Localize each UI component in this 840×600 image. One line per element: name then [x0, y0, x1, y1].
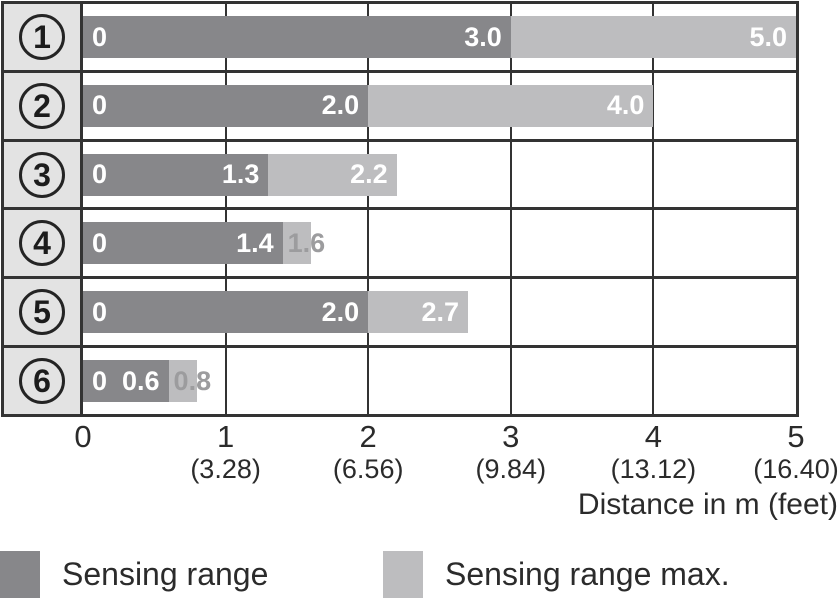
x-tick: 1 (3.28): [190, 419, 261, 485]
sensing-range-value: 3.0: [464, 21, 502, 52]
x-tick-meters: 1: [216, 419, 235, 454]
chart-row: 5 0 2.0 2.7: [4, 279, 796, 349]
chart-row: 3 0 1.3 2.2: [4, 141, 796, 211]
row-plot: 0 2.0 2.7: [83, 279, 796, 346]
gridline: [509, 279, 512, 346]
row-plot: 0 2.0 4.0: [83, 72, 796, 139]
bar-start-label: 0: [92, 90, 108, 121]
bar-start-label: 0: [92, 21, 108, 52]
sensing-range-bar: 0 1.3: [83, 153, 269, 196]
x-tick: 3 (9.84): [475, 419, 547, 485]
row-number-circle: 1: [19, 13, 65, 60]
bar-start-label: 0: [92, 296, 108, 327]
sensing-range-bar: 0 3.0: [83, 16, 511, 58]
legend-label-sensing-range-max: Sensing range max.: [445, 556, 730, 592]
gridline: [652, 141, 655, 208]
sensing-range-max-value: 2.2: [350, 159, 388, 190]
x-tick: 0: [74, 420, 91, 454]
legend-item-sensing-range-max: Sensing range max.: [383, 551, 730, 598]
sensing-range-value: 2.0: [321, 90, 360, 121]
sensing-range-max-value: 2.7: [421, 296, 459, 327]
row-label-cell: 2: [4, 72, 83, 139]
sensing-range-bar: 0 1.4: [83, 222, 283, 265]
row-number-circle: 5: [19, 289, 65, 336]
sensing-range-bar: 0 2.0: [83, 291, 369, 334]
sensing-range-max-value: 1.6: [287, 227, 326, 258]
gridline: [509, 348, 512, 414]
row-label-cell: 1: [4, 4, 83, 70]
row-label-cell: 4: [4, 210, 83, 277]
x-tick: 4 (13.12): [610, 419, 697, 485]
legend: Sensing range Sensing range max.: [0, 551, 840, 600]
chart-row: 1 0 3.0 5.0: [4, 4, 796, 73]
row-number-circle: 6: [19, 358, 65, 405]
sensing-range-value: 2.0: [321, 296, 360, 327]
x-tick: 2 (6.56): [332, 419, 404, 485]
x-tick-feet: (6.56): [332, 454, 404, 484]
x-tick-meters: 5: [787, 419, 805, 454]
x-tick-meters: 2: [359, 419, 377, 454]
row-plot: 0 0.6 0.8: [83, 348, 796, 414]
sensing-range-max-value: 0.8: [173, 365, 212, 396]
sensing-range-max-bar: 4.0: [368, 84, 654, 127]
gridline: [652, 72, 655, 139]
gridline: [652, 348, 655, 414]
x-axis-title: Distance in m (feet): [577, 488, 838, 521]
gridline: [367, 210, 370, 277]
bar-start-label: 0: [92, 365, 108, 396]
sensing-range-max-bar: 0.8: [168, 360, 211, 403]
bar-start-label: 0: [92, 227, 108, 258]
sensing-range-swatch: [0, 551, 40, 598]
x-tick-feet: (3.28): [190, 454, 261, 484]
row-label-cell: 3: [4, 141, 83, 208]
sensing-range-max-bar: 5.0: [510, 16, 796, 58]
gridline: [509, 210, 512, 277]
chart-row: 4 0 1.4 1.6: [4, 210, 796, 280]
chart-plot-area: 1 0 3.0 5.0 2 0 2.0 4.0 3 0 1.3 2.2 4 0 1.4 1.6 5 0 2.0 2.7…: [1, 1, 799, 417]
legend-label-sensing-range: Sensing range: [62, 556, 269, 592]
sensing-range-value: 0.6: [122, 365, 160, 396]
sensing-range-max-bar: 2.7: [368, 291, 468, 334]
sensing-range-max-value: 5.0: [749, 21, 787, 52]
gridline: [367, 348, 370, 414]
sensing-range-max-bar: 2.2: [268, 153, 397, 196]
chart-row: 6 0 0.6 0.8: [4, 348, 796, 414]
row-plot: 0 3.0 5.0: [83, 4, 796, 70]
gridline: [652, 279, 655, 346]
sensing-range-max-bar: 1.6: [282, 222, 325, 265]
row-plot: 0 1.4 1.6: [83, 210, 796, 277]
row-number-circle: 4: [19, 220, 65, 267]
row-plot: 0 1.3 2.2: [83, 141, 796, 208]
sensing-range-max-swatch: [383, 551, 423, 598]
gridline: [224, 348, 227, 414]
sensing-range-bar: 0 0.6: [83, 360, 169, 403]
x-tick-meters: 4: [644, 419, 663, 454]
x-tick-meters: 3: [502, 419, 520, 454]
x-tick: 5 (16.40): [753, 419, 839, 485]
x-axis: 0 1 (3.28) 2 (6.56) 3 (9.84) 4 (13.12) 5 (16.40): [1, 419, 838, 490]
chart-row: 2 0 2.0 4.0: [4, 72, 796, 142]
legend-item-sensing-range: Sensing range: [0, 551, 268, 598]
sensing-range-max-value: 4.0: [606, 90, 645, 121]
x-tick-feet: (13.12): [610, 454, 697, 484]
row-number-circle: 3: [19, 151, 65, 198]
x-tick-meters: 0: [74, 419, 92, 454]
gridline: [652, 210, 655, 277]
row-label-cell: 5: [4, 279, 83, 346]
gridline: [509, 141, 512, 208]
x-tick-feet: (16.40): [753, 454, 839, 484]
sensing-range-value: 1.3: [221, 159, 260, 190]
bar-start-label: 0: [92, 159, 108, 190]
sensing-range-value: 1.4: [236, 227, 274, 258]
x-tick-feet: (9.84): [475, 454, 547, 484]
sensing-range-bar: 0 2.0: [83, 84, 369, 127]
row-label-cell: 6: [4, 348, 83, 414]
row-number-circle: 2: [19, 82, 65, 129]
